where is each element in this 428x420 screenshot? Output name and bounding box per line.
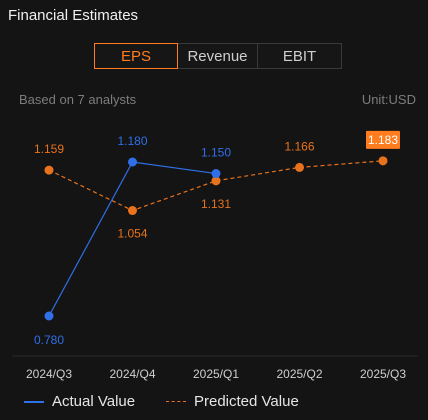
tab-eps[interactable]: EPS [94,43,178,69]
legend-item-predicted[interactable]: Predicted Value [166,393,299,410]
predicted-point [128,206,137,216]
actual-data-label: 1.150 [201,146,231,160]
analyst-count: Based on 7 analysts [19,92,137,107]
legend-label-predicted: Predicted Value [194,393,299,410]
x-tick-label: 2024/Q4 [109,367,155,381]
predicted-data-label: 1.131 [201,197,231,211]
legend-label-actual: Actual Value [52,393,136,410]
eps-chart: 2024/Q3 2024/Q4 2025/Q1 2025/Q2 2025/Q3 1.159… [12,130,418,381]
x-tick-label: 2025/Q2 [276,367,322,381]
predicted-point [378,156,388,166]
unit-label: Unit:USD [361,92,416,107]
x-tick-label: 2025/Q3 [360,367,406,381]
tab-revenue[interactable]: Revenue [178,43,258,69]
actual-data-label: 0.780 [34,333,64,347]
actual-point [128,157,137,167]
predicted-line-swatch [166,401,186,402]
actual-data-label: 1.180 [117,134,147,148]
page-title: Financial Estimates [8,7,139,24]
predicted-point [44,165,54,175]
actual-line-swatch [24,400,44,403]
actual-point [211,169,221,179]
predicted-point [211,176,221,186]
metric-tabs: EPS Revenue EBIT [94,43,342,69]
predicted-data-label: 1.183 [368,133,398,147]
highlight-badge [366,130,400,149]
predicted-data-label: 1.054 [117,227,147,241]
x-tick-label: 2025/Q1 [193,367,239,381]
x-tick-label: 2024/Q3 [26,367,72,381]
tab-ebit[interactable]: EBIT [258,43,342,69]
predicted-data-label: 1.166 [284,139,314,153]
predicted-point [295,162,304,172]
chart-legend: Actual Value Predicted Value [0,393,428,415]
actual-point [44,311,54,321]
legend-item-actual[interactable]: Actual Value [24,393,135,410]
predicted-data-label: 1.159 [34,142,64,156]
